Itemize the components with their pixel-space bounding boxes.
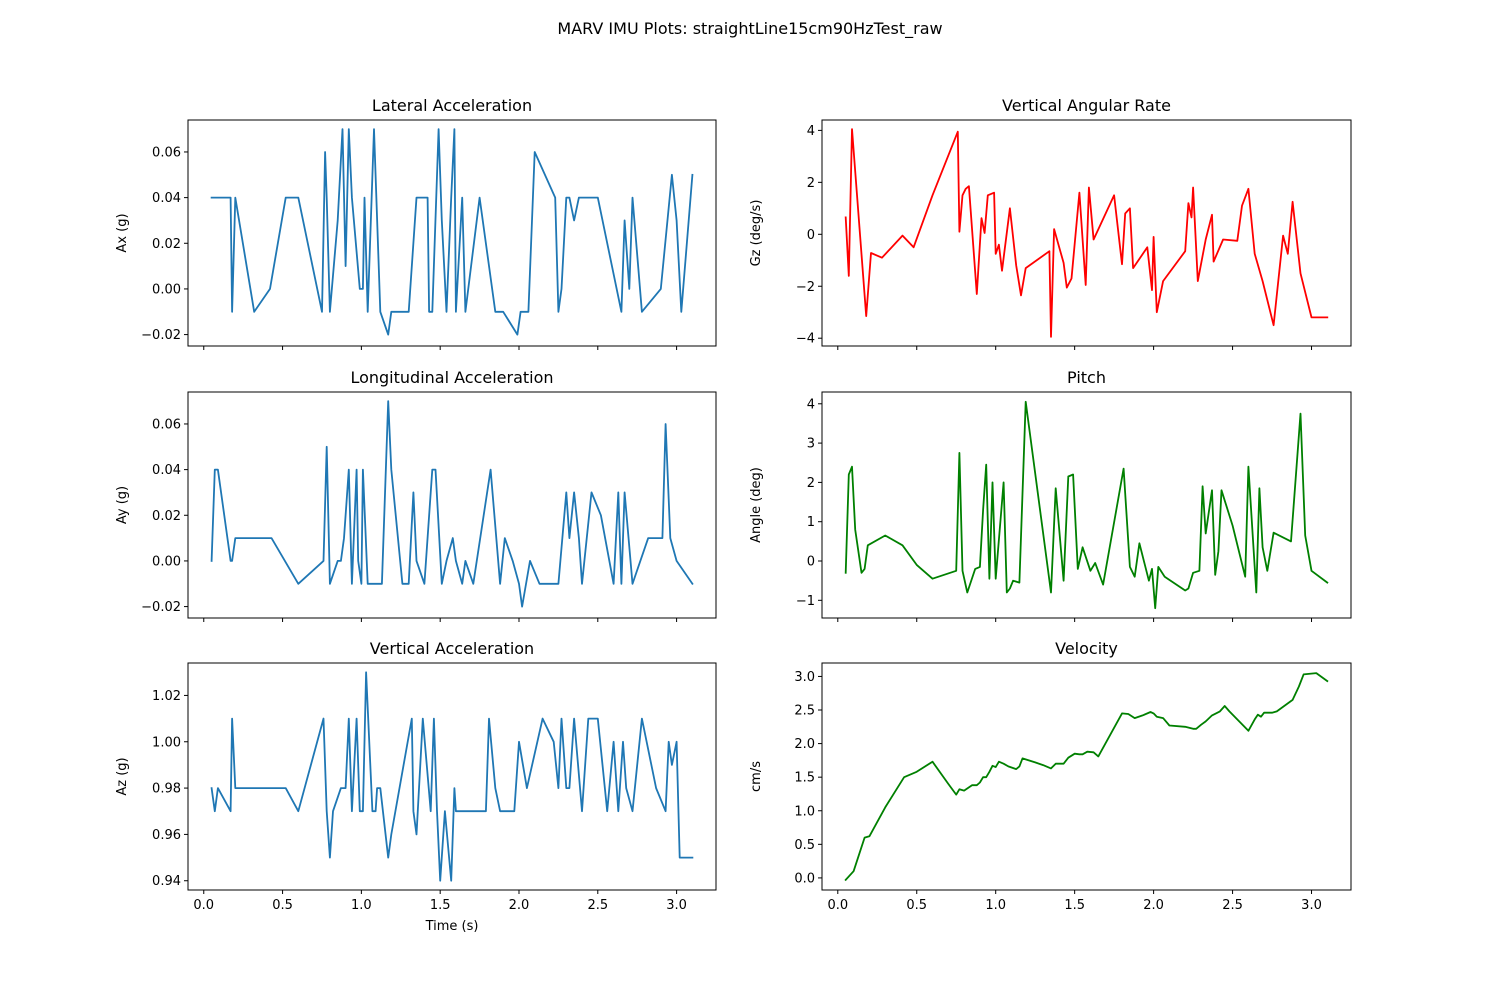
y-tick-label: −0.02 bbox=[141, 600, 181, 615]
x-tick-label: 2.0 bbox=[509, 898, 530, 913]
x-tick-label: 1.0 bbox=[351, 898, 372, 913]
subplot-title: Lateral Acceleration bbox=[372, 96, 532, 115]
y-tick-label: 4 bbox=[807, 397, 815, 412]
y-tick-label: 1 bbox=[807, 515, 815, 530]
x-tick-label: 0.0 bbox=[193, 898, 214, 913]
y-tick-label: 0.0 bbox=[794, 871, 815, 886]
subplot-gz: Vertical Angular Rate −4 −2 0 2 4 Gz (deg/s) bbox=[749, 96, 1352, 350]
y-tick-label: 1.0 bbox=[794, 804, 815, 819]
subplot-longitudinal: Longitudinal Acceleration −0.02 0.00 0.02 0.… bbox=[115, 368, 717, 622]
y-tick-label: 0.06 bbox=[152, 145, 181, 160]
subplot-grid: Lateral Acceleration−0.020.000.020.040.0… bbox=[115, 96, 1352, 934]
series-line-gz bbox=[844, 128, 1329, 338]
subplot-pitch: Pitch −1 0 1 2 3 4 Angle (deg) bbox=[749, 368, 1352, 622]
subplot-velocity: Velocity 0.0 0.5 1.0 1.5 2.0 2.5 3.0 0.0 0.5 1.0 1.… bbox=[749, 639, 1352, 913]
y-tick-label: 3 bbox=[807, 437, 815, 452]
axes-frame bbox=[821, 119, 1352, 347]
y-tick-label: −2 bbox=[796, 280, 815, 295]
subplot-title: Longitudinal Acceleration bbox=[350, 368, 553, 387]
figure-title: MARV IMU Plots: straightLine15cm90HzTest… bbox=[557, 19, 942, 39]
x-tick-label: 1.5 bbox=[430, 898, 451, 913]
subplot-title: Vertical Acceleration bbox=[370, 639, 534, 658]
y-tick-label: 0.00 bbox=[152, 554, 181, 569]
y-tick-label: 1.00 bbox=[152, 735, 181, 750]
y-tick-label: 0.98 bbox=[152, 782, 181, 797]
y-tick-label: 2 bbox=[807, 176, 815, 191]
y-tick-label: 0.02 bbox=[152, 509, 181, 524]
x-axis-label: Time (s) bbox=[425, 919, 479, 934]
series-line-lateral bbox=[210, 128, 694, 336]
y-axis-label: Ay (g) bbox=[115, 486, 130, 524]
y-tick-label: 0 bbox=[807, 555, 815, 570]
x-tick-label: 0.5 bbox=[272, 898, 293, 913]
y-tick-label: 0.94 bbox=[152, 874, 181, 889]
subplot-vertical: Vertical Acceleration 0.94 0.96 0.98 1.00 1.0… bbox=[115, 639, 717, 934]
y-axis-label: Ax (g) bbox=[115, 213, 130, 252]
y-tick-label: 2.5 bbox=[794, 704, 815, 719]
x-tick-label: 0.5 bbox=[906, 898, 927, 913]
x-tick-label: 0.0 bbox=[827, 898, 848, 913]
x-tick-label: 2.0 bbox=[1143, 898, 1164, 913]
y-tick-label: 3.0 bbox=[794, 670, 815, 685]
axes-frame bbox=[821, 391, 1352, 619]
series-line-longitudinal bbox=[210, 400, 694, 608]
y-tick-label: 0.04 bbox=[152, 191, 181, 206]
x-tick-label: 3.0 bbox=[666, 898, 687, 913]
axes-frame bbox=[187, 391, 717, 619]
x-tick-label: 1.0 bbox=[985, 898, 1006, 913]
y-tick-label: 0.96 bbox=[152, 828, 181, 843]
y-tick-label: −0.02 bbox=[141, 328, 181, 343]
y-axis-label: Gz (deg/s) bbox=[749, 200, 764, 267]
y-tick-label: 0.5 bbox=[794, 838, 815, 853]
series-line-velocity bbox=[844, 672, 1329, 882]
y-tick-label: 0 bbox=[807, 228, 815, 243]
y-tick-label: 1.5 bbox=[794, 771, 815, 786]
y-axis-label: Angle (deg) bbox=[749, 467, 764, 543]
axes-frame bbox=[187, 662, 717, 891]
y-tick-label: 1.02 bbox=[152, 689, 181, 704]
axes-frame bbox=[187, 119, 717, 347]
subplot-lateral: Lateral Acceleration −0.02 0.00 0.02 0.04 0.0… bbox=[115, 96, 717, 350]
y-tick-label: 0.02 bbox=[152, 237, 181, 252]
subplot-title: Vertical Angular Rate bbox=[1002, 96, 1171, 115]
series-line-pitch bbox=[844, 400, 1329, 610]
x-tick-label: 2.5 bbox=[1222, 898, 1243, 913]
subplot-title: Velocity bbox=[1055, 639, 1118, 658]
y-tick-label: 0.00 bbox=[152, 282, 181, 297]
x-tick-label: 2.5 bbox=[587, 898, 608, 913]
y-tick-label: 4 bbox=[807, 124, 815, 139]
y-tick-label: 2.0 bbox=[794, 737, 815, 752]
x-tick-label: 1.5 bbox=[1064, 898, 1085, 913]
y-axis-label: Az (g) bbox=[115, 757, 130, 795]
y-tick-label: −4 bbox=[796, 332, 815, 347]
y-tick-label: 0.04 bbox=[152, 463, 181, 478]
y-tick-label: 0.06 bbox=[152, 417, 181, 432]
y-tick-label: 2 bbox=[807, 476, 815, 491]
subplot-title: Pitch bbox=[1067, 368, 1106, 387]
y-axis-label: cm/s bbox=[749, 761, 764, 792]
series-line-vertical bbox=[210, 671, 694, 882]
axes-frame bbox=[821, 662, 1352, 891]
y-tick-label: −1 bbox=[796, 594, 815, 609]
x-tick-label: 3.0 bbox=[1301, 898, 1322, 913]
